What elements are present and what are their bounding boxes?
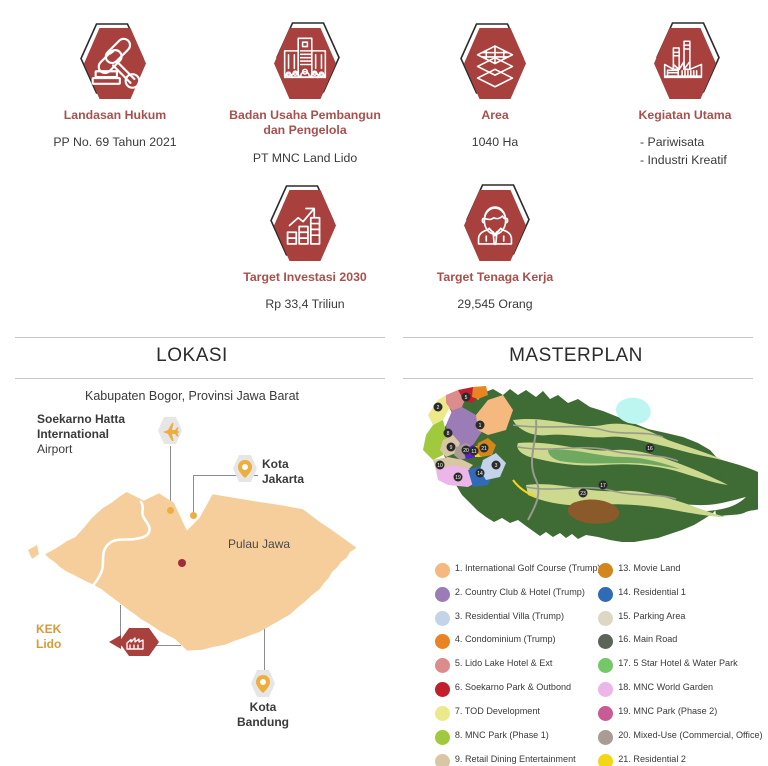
svg-text:3: 3 xyxy=(495,463,498,469)
svg-text:9: 9 xyxy=(450,445,453,451)
svg-text:14: 14 xyxy=(477,471,483,477)
svg-text:16: 16 xyxy=(647,446,653,452)
svg-text:10: 10 xyxy=(437,463,443,469)
svg-text:8: 8 xyxy=(447,431,450,437)
svg-text:2: 2 xyxy=(437,405,440,411)
svg-text:11: 11 xyxy=(471,449,476,455)
svg-text:20: 20 xyxy=(463,448,469,454)
svg-text:21: 21 xyxy=(481,446,487,452)
svg-text:5: 5 xyxy=(465,395,468,401)
svg-text:19: 19 xyxy=(455,475,461,481)
svg-text:1: 1 xyxy=(479,423,482,429)
svg-text:23: 23 xyxy=(580,491,586,497)
svg-text:17: 17 xyxy=(600,483,606,489)
